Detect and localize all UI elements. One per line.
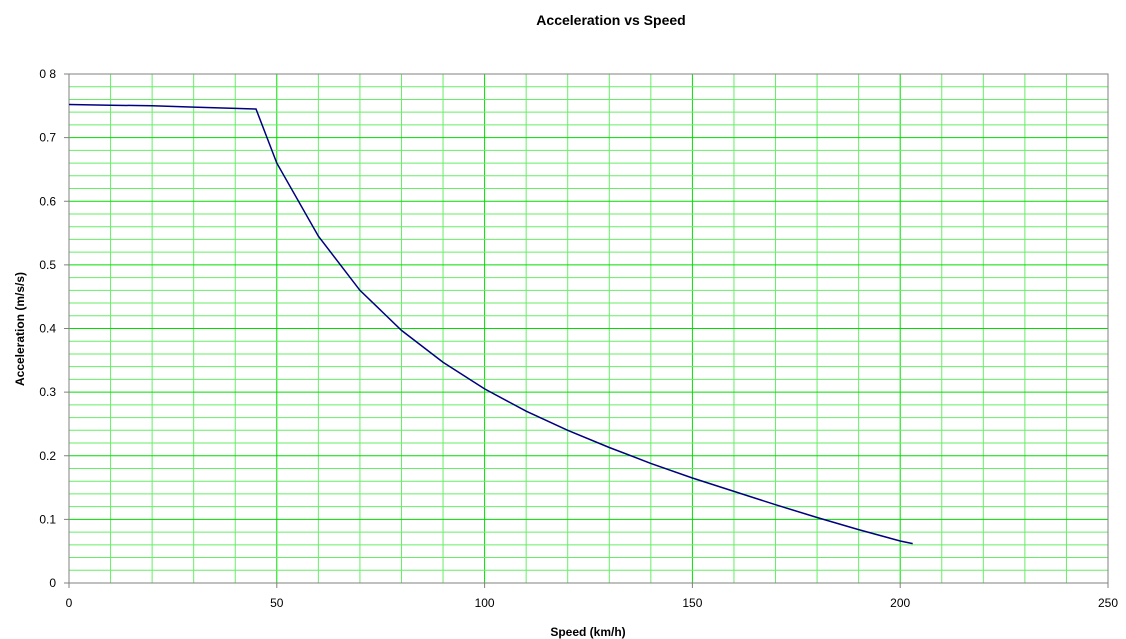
series-line (68, 103, 913, 545)
x-axis-label: Speed (km/h) (550, 625, 625, 639)
x-tick-label: 0 (66, 596, 73, 610)
y-tick-label: 0.2 (39, 449, 56, 463)
x-tick-label: 50 (270, 596, 284, 610)
x-tick-label: 150 (682, 596, 702, 610)
x-tick-label: 100 (475, 596, 495, 610)
y-tick-label: 0.7 (39, 131, 56, 145)
y-tick-label: 0 (49, 576, 56, 590)
y-tick-label: 0 8 (39, 67, 56, 81)
axes (64, 73, 1109, 588)
grid (69, 74, 1108, 583)
y-tick-label: 0.6 (39, 194, 56, 208)
y-tick-label: 0.1 (39, 512, 56, 526)
y-tick-label: 0.3 (39, 385, 56, 399)
y-axis-label: Acceleration (m/s/s) (13, 272, 27, 386)
x-tick-label: 250 (1098, 596, 1118, 610)
x-tick-label: 200 (890, 596, 910, 610)
y-tick-labels: 0 0.1 0.2 0.3 0.4 0.5 0.6 0.7 0 8 (39, 67, 56, 590)
y-tick-label: 0.5 (39, 258, 56, 272)
chart-title: Acceleration vs Speed (536, 12, 685, 28)
y-tick-label: 0.4 (39, 322, 56, 336)
x-tick-labels: 0 50 100 150 200 250 (66, 596, 1119, 610)
